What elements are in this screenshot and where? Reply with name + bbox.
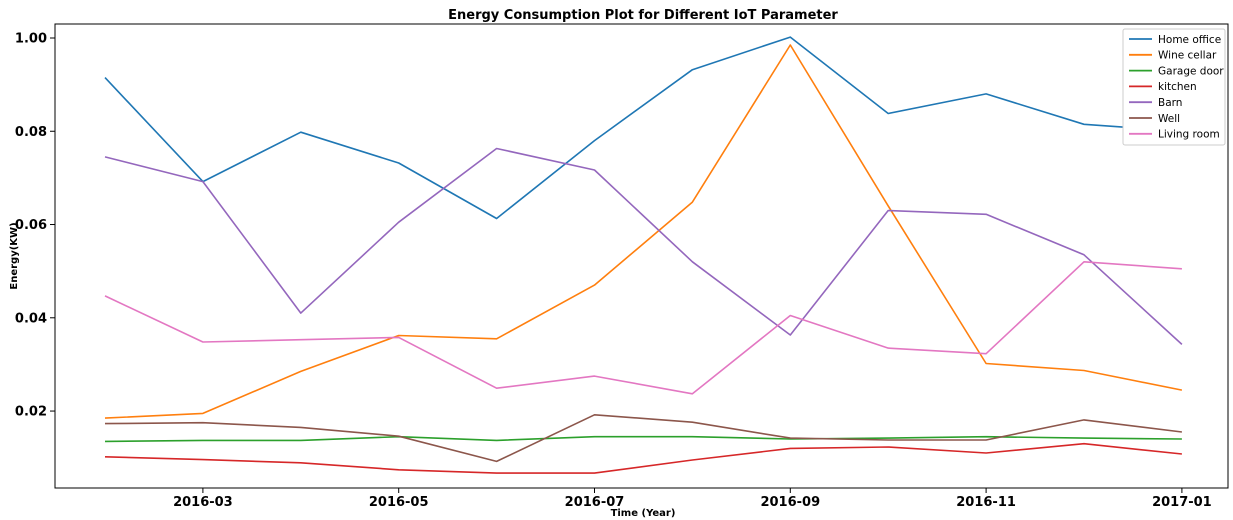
y-tick-label: 0.04 [15,311,47,326]
series-line-living-room [104,260,1182,395]
series-line-well [104,413,1182,463]
legend-label: Barn [1158,97,1182,109]
series-line-kitchen [104,442,1182,474]
legend-label: Well [1158,113,1180,125]
series-line-home-office [104,36,1182,220]
plot-frame [54,23,1229,489]
series-line-garage-door [104,435,1182,443]
y-axis-label: Energy(KW) [9,222,20,289]
y-tick-label: 0.08 [15,125,47,140]
legend-label: kitchen [1158,81,1197,93]
legend-label: Wine cellar [1158,50,1217,62]
y-tick-label: 0.06 [15,218,47,233]
y-tick-label: 0.02 [15,405,47,420]
x-tick-label: 2016-07 [565,495,625,510]
x-tick-label: 2017-01 [1152,495,1212,510]
x-axis: 2016-03 2016-05 2016-07 2016-09 2016-11 2017-… [173,488,1212,510]
legend-label: Garage door [1158,65,1224,77]
x-tick-label: 2016-05 [369,495,429,510]
series-lines [104,36,1183,474]
legend: Home office Wine cellar Garage door kitchen… [1122,28,1226,146]
x-tick-label: 2016-09 [760,495,820,510]
legend-label: Living room [1158,129,1220,141]
series-line-barn [104,147,1183,345]
legend-box [1122,28,1226,146]
x-tick-label: 2016-03 [173,495,233,510]
legend-label: Home office [1158,34,1221,46]
y-tick-label: 1.00 [15,31,47,46]
x-axis-label: Time (Year) [611,508,676,519]
y-axis: 1.00 0.08 0.06 0.04 0.02 [15,31,55,420]
chart-title: Energy Consumption Plot for Different Io… [448,8,838,23]
series-line-wine-cellar [104,44,1183,419]
x-tick-label: 2016-11 [956,495,1016,510]
